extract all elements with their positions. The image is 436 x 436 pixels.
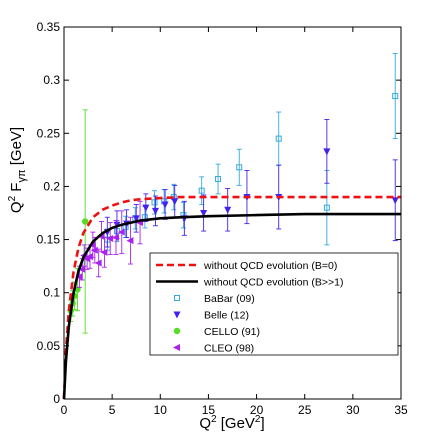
data-point: [94, 259, 102, 267]
data-point: [174, 295, 180, 301]
plot-frame: [63, 26, 402, 400]
legend-label: Belle (12): [204, 310, 249, 322]
data-point: [81, 218, 89, 225]
legend-label: without QCD evolution (B=0): [203, 260, 337, 272]
data-point: [142, 204, 150, 212]
y-tick-label: 0.15: [37, 233, 61, 247]
data-point: [106, 235, 114, 243]
data-point: [111, 233, 119, 241]
y-tick-label: 0.35: [37, 20, 61, 34]
data-point: [75, 273, 83, 281]
curve-b0-dashed: [62, 195, 401, 400]
x-axis-title: Q2 [GeV2]: [199, 414, 264, 432]
x-tick-label: 5: [109, 403, 116, 417]
data-point: [132, 215, 140, 223]
data-point: [100, 248, 108, 256]
data-point: [126, 237, 134, 245]
data-point: [275, 135, 282, 142]
data-point: [323, 148, 331, 156]
data-point: [215, 175, 222, 182]
data-point: [151, 199, 158, 206]
y-tick-label: 0.2: [43, 179, 60, 193]
data-point: [171, 198, 179, 206]
x-tick-label: 15: [202, 403, 216, 417]
data-point: [78, 265, 86, 273]
data-point: [117, 228, 125, 236]
data-point: [161, 201, 169, 209]
data-point: [173, 344, 180, 351]
y-tick-label: 0.05: [37, 339, 61, 353]
axis-ticks: 0 5 10 15 20 25 30 35 0 0.05 0.1 0.15 0.2 0.25 0.3 0.35: [37, 20, 408, 417]
data-point: [323, 204, 330, 211]
data-point: [151, 207, 159, 215]
x-tick-label: 35: [394, 403, 408, 417]
series-belle-12-: [103, 119, 399, 248]
plot-area: [62, 53, 401, 400]
y-axis-title: Q2 Fγπ [GeV]: [7, 127, 28, 213]
data-point: [224, 206, 232, 214]
legend-label: CLEO (98): [204, 343, 254, 355]
x-tick-label: 10: [154, 403, 168, 417]
y-tick-label: 0: [53, 392, 60, 406]
legend-box: [149, 252, 399, 356]
data-point: [85, 253, 93, 261]
y-tick-label: 0.25: [37, 126, 61, 140]
x-tick-label: 20: [250, 403, 264, 417]
legend: without QCD evolution (B=0) without QCD e…: [149, 252, 399, 356]
legend-label: BaBar (09): [204, 293, 255, 305]
data-point: [391, 197, 399, 205]
data-point: [90, 246, 98, 254]
legend-label: CELLO (91): [204, 326, 260, 338]
data-point: [392, 93, 399, 100]
x-tick-label: 25: [298, 403, 312, 417]
curve-b-large-solid: [62, 212, 401, 400]
data-point: [173, 311, 181, 319]
data-point: [200, 210, 208, 217]
y-tick-label: 0.3: [43, 73, 60, 87]
x-tick-label: 30: [346, 403, 360, 417]
y-tick-label: 0.1: [43, 286, 60, 300]
data-point: [236, 164, 243, 171]
x-tick-label: 0: [61, 403, 68, 417]
legend-label: without QCD evolution (B>>1): [203, 277, 343, 289]
data-point: [173, 327, 181, 335]
data-point: [198, 187, 205, 194]
